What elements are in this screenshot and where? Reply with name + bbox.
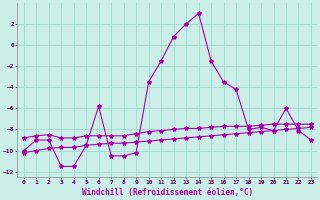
X-axis label: Windchill (Refroidissement éolien,°C): Windchill (Refroidissement éolien,°C) <box>82 188 253 197</box>
